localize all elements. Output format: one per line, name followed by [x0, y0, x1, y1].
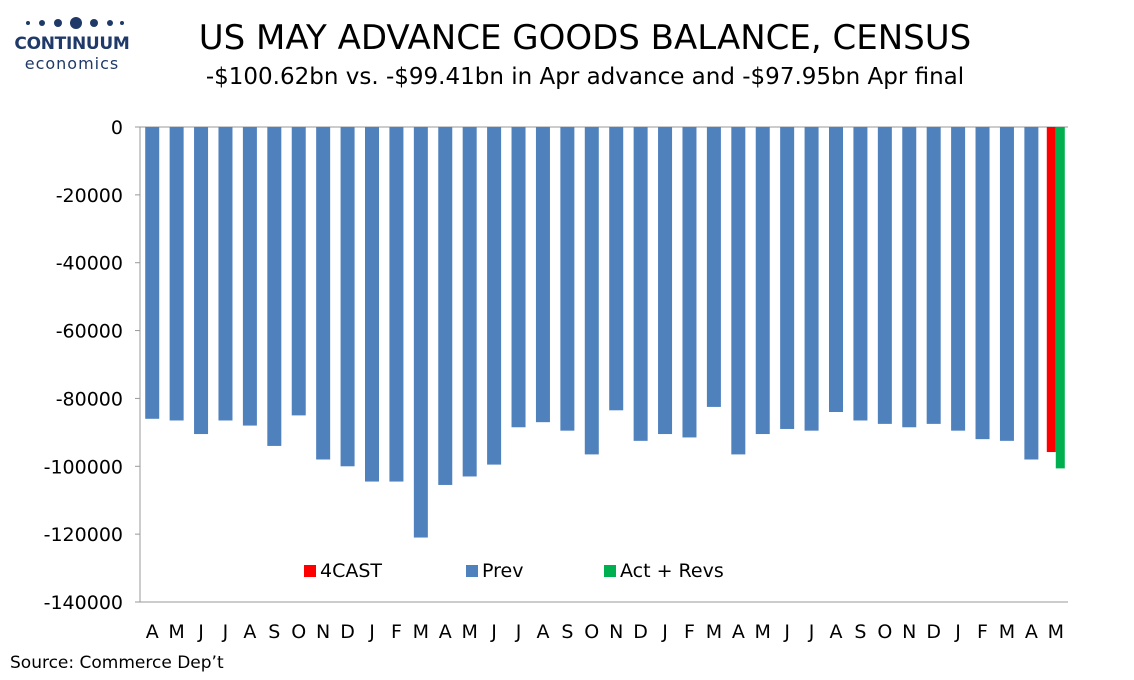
x-tick-label: M [755, 621, 771, 643]
bar-prev [145, 127, 160, 419]
x-tick-label: O [584, 621, 599, 643]
x-tick-label: N [316, 621, 330, 643]
legend-label: Prev [482, 560, 523, 582]
x-tick-label: F [391, 621, 402, 643]
bar-prev [535, 127, 550, 423]
logo-wordmark: CONTINUUM [14, 34, 130, 54]
x-tick-label: J [515, 621, 522, 643]
bar-prev [316, 127, 331, 460]
x-tick-label: F [977, 621, 988, 643]
y-tick-label: -140000 [44, 592, 123, 614]
bar-prev [487, 127, 502, 465]
x-tick-label: A [146, 621, 159, 643]
bar-prev [633, 127, 648, 441]
y-tick-label: -100000 [44, 456, 123, 478]
x-tick-label: M [706, 621, 722, 643]
logo-tagline: economics [24, 54, 120, 73]
x-tick-label: N [609, 621, 623, 643]
legend-swatch [466, 565, 478, 577]
x-tick-label: A [732, 621, 745, 643]
bar-prev [609, 127, 624, 411]
bar-prev [267, 127, 282, 446]
x-tick-label: J [197, 621, 204, 643]
y-tick-label: 0 [111, 117, 123, 139]
legend-label: Act + Revs [620, 560, 724, 582]
bar-prev [804, 127, 819, 431]
bar-prev [413, 127, 428, 538]
bar-4cast [1046, 127, 1056, 453]
bar-prev [340, 127, 355, 467]
bar-prev [169, 127, 184, 421]
x-tick-label: D [926, 621, 941, 643]
x-tick-label: O [877, 621, 892, 643]
x-tick-label: N [902, 621, 916, 643]
bar-prev [511, 127, 526, 428]
y-tick-label: -120000 [44, 524, 123, 546]
bar-prev [755, 127, 770, 435]
source-note: Source: Commerce Dep’t [10, 653, 224, 673]
x-tick-label: M [1048, 621, 1064, 643]
x-tick-label: J [490, 621, 497, 643]
bar-prev [584, 127, 599, 455]
x-tick-label: A [830, 621, 843, 643]
x-tick-label: J [661, 621, 668, 643]
bar-prev [438, 127, 453, 485]
legend-swatch [304, 565, 316, 577]
x-tick-label: J [783, 621, 790, 643]
x-tick-label: M [168, 621, 184, 643]
x-tick-label: M [999, 621, 1015, 643]
x-tick-label: F [684, 621, 695, 643]
x-tick-label: A [439, 621, 452, 643]
x-tick-label: J [222, 621, 229, 643]
bar-prev [902, 127, 917, 428]
bar-prev [658, 127, 673, 435]
bar-prev [951, 127, 966, 431]
x-tick-label: A [1025, 621, 1038, 643]
y-tick-label: -60000 [56, 321, 123, 343]
bar-prev [218, 127, 233, 421]
chart-subtitle: -$100.62bn vs. -$99.41bn in Apr advance … [205, 64, 965, 90]
legend-swatch [604, 565, 616, 577]
x-tick-label: J [808, 621, 815, 643]
bar-prev [853, 127, 868, 421]
bar-prev [731, 127, 746, 455]
logo: CONTINUUM economics [8, 12, 136, 76]
bar-prev [389, 127, 404, 482]
x-tick-label: J [954, 621, 961, 643]
bar-prev [291, 127, 306, 416]
y-tick-label: -80000 [56, 388, 123, 410]
bar-prev [829, 127, 843, 412]
x-tick-label: D [633, 621, 648, 643]
x-tick-label: S [268, 621, 280, 643]
bar-prev [365, 127, 379, 482]
bar-prev [1024, 127, 1039, 460]
x-tick-label: M [461, 621, 477, 643]
bar-prev [999, 127, 1014, 441]
bar-prev [780, 127, 795, 429]
bar-prev [560, 127, 575, 431]
y-tick-label: -20000 [56, 185, 123, 207]
bar-prev [194, 127, 209, 435]
bar-prev [975, 127, 990, 440]
bar-prev [462, 127, 477, 477]
x-tick-label: A [536, 621, 549, 643]
bar-prev [706, 127, 721, 407]
bar-act-revs [1055, 127, 1065, 469]
x-tick-label: O [291, 621, 306, 643]
legend-label: 4CAST [320, 560, 382, 582]
x-tick-label: S [854, 621, 866, 643]
x-tick-label: J [368, 621, 375, 643]
x-tick-label: M [413, 621, 429, 643]
logo-dots-icon [26, 17, 124, 29]
bar-prev [242, 127, 257, 426]
y-tick-label: -40000 [56, 253, 123, 275]
bar-prev [926, 127, 941, 424]
x-tick-label: D [340, 621, 355, 643]
bar-prev [877, 127, 892, 424]
x-tick-label: S [561, 621, 573, 643]
bar-prev [682, 127, 697, 438]
chart-title: US MAY ADVANCE GOODS BALANCE, CENSUS [198, 18, 972, 58]
bar-chart: 0 -20000 -40000 -60000 -80000 -100000 -120000 -… [44, 117, 1068, 643]
x-tick-label: A [243, 621, 256, 643]
